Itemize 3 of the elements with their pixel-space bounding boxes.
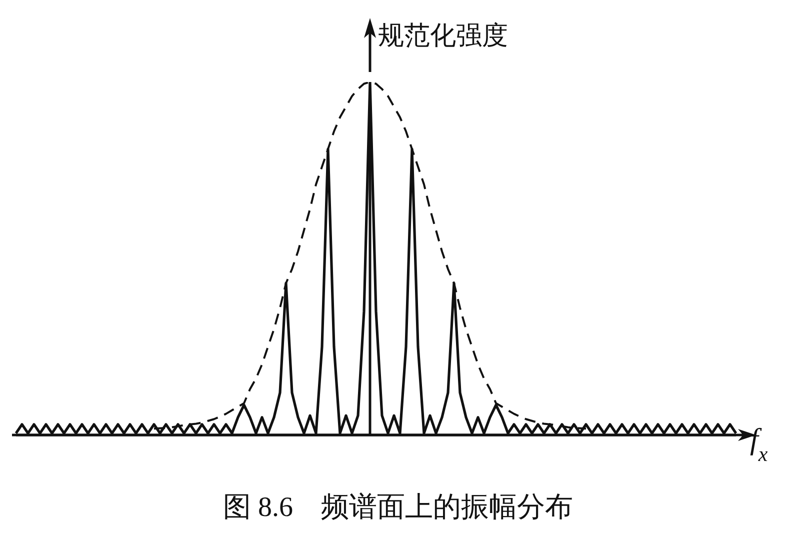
x-axis-title: f$_{x}$: [750, 423, 768, 466]
text: 图 8.6 频谱面上的振幅分布: [222, 491, 574, 525]
y-axis-title: 规范化强度: [378, 21, 508, 51]
